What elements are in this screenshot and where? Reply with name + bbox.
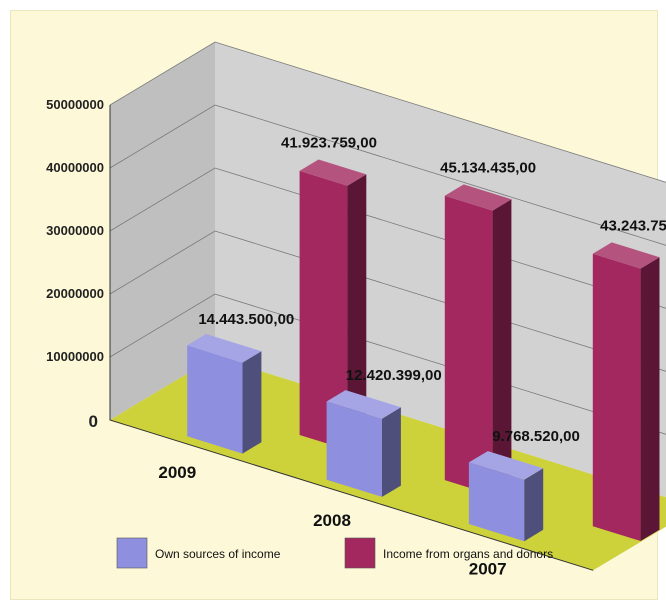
data-label: 14.443.500,00 (198, 311, 294, 328)
bar-organs-donors-2007-front (592, 253, 641, 541)
y-tick-label: 0 (89, 412, 98, 431)
data-label: 12.420.399,00 (346, 367, 442, 384)
bar-organs-donors-2008-top (444, 184, 512, 211)
legend-swatch (344, 537, 376, 569)
bar-organs-donors-2009-front (299, 170, 348, 450)
bar-organs-donors-2007-top (592, 242, 660, 269)
legend-swatch (116, 537, 148, 569)
x-category-label: 2007 (469, 559, 507, 578)
bar-organs-donors-2009-top (299, 159, 367, 186)
bar-own-sources-2009-front (187, 345, 243, 454)
bar-organs-donors-2009-side (347, 174, 367, 450)
side-wall (110, 42, 215, 420)
bar-organs-donors-2007-side (640, 257, 660, 541)
bar-own-sources-2007-side (524, 468, 544, 542)
legend-label: Own sources of income (155, 547, 281, 561)
gridline (109, 230, 666, 372)
bar-own-sources-2008-side (382, 407, 401, 497)
bar-own-sources-2008-front (326, 401, 382, 497)
y-tick-label: 40000000 (46, 160, 104, 175)
gridline (109, 104, 666, 246)
legend-label: Income from organs and donors (383, 547, 553, 561)
gridline (109, 167, 666, 309)
y-tick-label: 50000000 (46, 97, 104, 112)
bar-own-sources-2007-top (468, 451, 544, 480)
gridline (109, 293, 666, 435)
bar-organs-donors-2008-side (492, 199, 512, 496)
y-tick-label: 30000000 (46, 223, 104, 238)
data-label: 41.923.759,00 (281, 135, 377, 152)
data-label: 45.134.435,00 (440, 159, 536, 176)
bar-own-sources-2009-top (187, 334, 262, 363)
y-tick-label: 10000000 (46, 349, 104, 364)
bar-organs-donors-2008-front (444, 195, 493, 496)
x-category-label: 2008 (313, 511, 351, 530)
x-category-label: 2009 (158, 463, 196, 482)
bar-own-sources-2008-top (326, 390, 401, 419)
data-label: 9.768.520,00 (492, 428, 580, 445)
gridline (109, 41, 666, 183)
data-label: 43.243.755,00 (600, 217, 666, 234)
bar-own-sources-2007-front (468, 462, 525, 542)
bar-own-sources-2009-side (242, 351, 262, 454)
y-tick-label: 20000000 (46, 286, 104, 301)
axis-line (109, 105, 594, 571)
